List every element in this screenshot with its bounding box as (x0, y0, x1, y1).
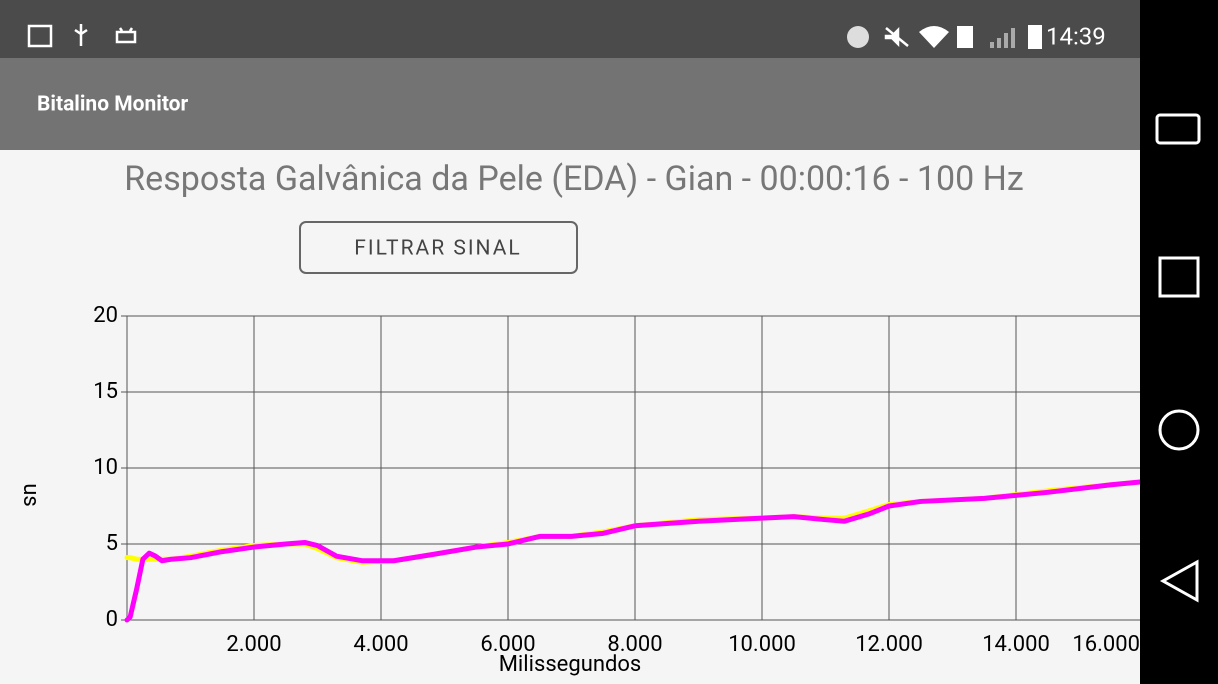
plot-lines (124, 479, 1140, 623)
status-icons-left (27, 24, 137, 48)
x-tick-label: 14.000 (982, 632, 1050, 657)
x-tick-label: 4.000 (353, 632, 408, 657)
nav-bar (1140, 0, 1218, 684)
y-tick-label: 15 (93, 379, 118, 404)
x-tick-label: 8.000 (607, 632, 662, 657)
x-tick-label: 2.000 (226, 632, 281, 657)
x-tick-label: 6.000 (480, 632, 535, 657)
y-tick-label: 0 (106, 607, 118, 632)
status-bar (0, 0, 1140, 58)
filter-button[interactable]: FILTRAR SINAL (299, 221, 578, 274)
chart-title: Resposta Galvânica da Pele (EDA) - Gian … (124, 159, 1024, 199)
nav-icons (1155, 113, 1201, 603)
y-axis-label: us (18, 483, 43, 506)
data-line (124, 479, 1140, 623)
y-tick-label: 10 (93, 455, 118, 480)
button-frame[interactable] (299, 221, 578, 274)
button-label[interactable]: FILTRAR SINAL (354, 237, 521, 261)
y-tick-label: 20 (93, 303, 118, 328)
status-time: 14:39 (1046, 22, 1106, 50)
x-tick-label: 10.000 (728, 632, 796, 657)
app-title: Bitalino Monitor (37, 93, 189, 117)
app-bar (0, 58, 1140, 150)
y-tick-label: 5 (106, 531, 118, 556)
x-tick-label: 12.000 (855, 632, 923, 657)
x-axis-label: Milissegundos (499, 652, 642, 677)
status-icons-right (847, 25, 1042, 49)
x-tick-label: 16.000 (1072, 632, 1140, 657)
